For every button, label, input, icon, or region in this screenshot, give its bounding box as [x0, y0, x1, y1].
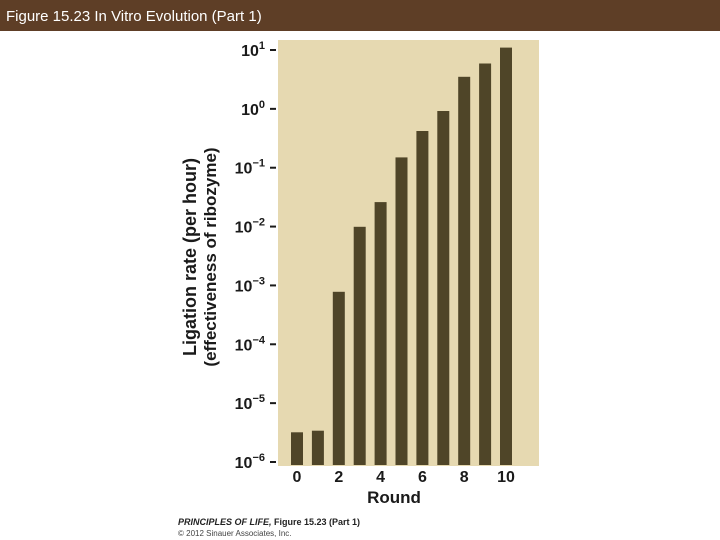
y-tick-label: 101 — [241, 40, 265, 60]
y-axis-label-line2: (effectiveness of ribozyme) — [201, 147, 220, 366]
x-tick-label: 0 — [293, 469, 302, 486]
page-title: Figure 15.23 In Vitro Evolution (Part 1) — [6, 8, 262, 25]
title-bar: Figure 15.23 In Vitro Evolution (Part 1) — [0, 0, 720, 31]
bar-round-0 — [291, 432, 303, 465]
x-tick-label: 6 — [418, 469, 427, 486]
x-tick-label: 8 — [460, 469, 469, 486]
x-tick-label: 10 — [497, 469, 515, 486]
footer-book-title: PRINCIPLES OF LIFE, — [178, 517, 272, 527]
bar-round-9 — [479, 63, 492, 465]
y-tick-label: 10−6 — [235, 452, 265, 472]
bar-round-8 — [458, 76, 471, 466]
bar-round-3 — [353, 226, 366, 465]
footer-credit: PRINCIPLES OF LIFE, Figure 15.23 (Part 1… — [178, 517, 360, 527]
footer-figure-ref: Figure 15.23 (Part 1) — [271, 517, 361, 527]
y-tick-label: 10−1 — [235, 158, 265, 178]
y-axis: 101 100 10−1 10−2 10−3 10−4 10−5 10−6 — [235, 40, 276, 472]
plot-background — [278, 40, 539, 466]
bar-round-2 — [332, 291, 345, 465]
x-tick-label: 2 — [334, 469, 343, 486]
y-tick-label: 10−2 — [235, 217, 265, 237]
bar-round-6 — [416, 131, 429, 465]
bar-round-4 — [374, 202, 387, 465]
bar-round-1 — [311, 430, 324, 465]
bar-round-7 — [437, 111, 450, 465]
y-tick-label: 10−4 — [235, 334, 266, 354]
x-axis: 0 2 4 6 8 10 — [293, 469, 515, 486]
y-tick-label: 100 — [241, 99, 265, 119]
bar-round-5 — [395, 157, 408, 465]
y-tick-label: 10−3 — [235, 275, 265, 295]
bars-group — [291, 47, 512, 466]
footer-copyright: © 2012 Sinauer Associates, Inc. — [178, 529, 292, 538]
y-axis-label-line1: Ligation rate (per hour) — [180, 158, 200, 356]
y-axis-title: Ligation rate (per hour) (effectiveness … — [180, 147, 220, 366]
x-tick-label: 4 — [376, 469, 385, 486]
x-axis-label: Round — [367, 488, 421, 507]
y-tick-label: 10−5 — [235, 393, 265, 413]
bar-round-10 — [500, 47, 512, 465]
